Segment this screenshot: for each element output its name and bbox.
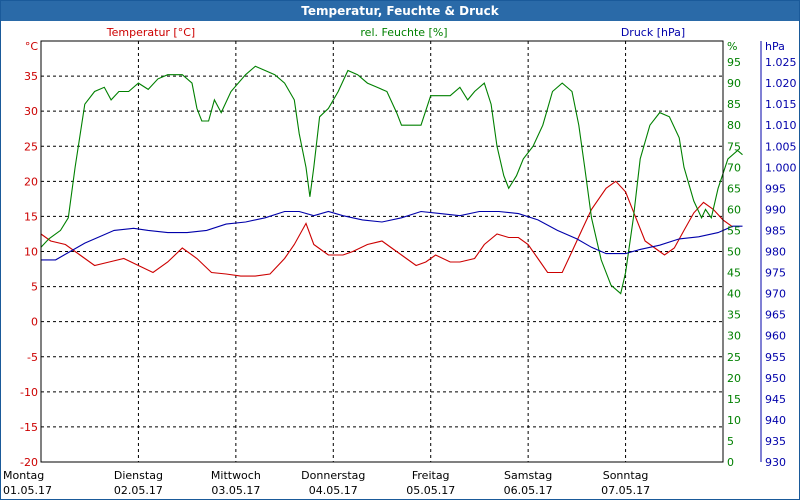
legend-temperature: Temperatur [°C] (106, 26, 195, 39)
pressure-tick-label: 995 (765, 182, 786, 195)
pressure-tick-label: 970 (765, 288, 786, 301)
humidity-tick-label: 0 (727, 456, 734, 469)
series-line-temp (40, 180, 734, 277)
temperature-tick-label: 25 (24, 140, 38, 153)
humidity-tick-label: 55 (727, 224, 741, 237)
humidity-tick-label: 90 (727, 77, 741, 90)
temperature-tick-label: 5 (31, 281, 38, 294)
x-day-label: Montag (3, 469, 44, 482)
temperature-tick-label: -15 (20, 421, 38, 434)
pressure-tick-label: 965 (765, 309, 786, 322)
pressure-tick-label: 930 (765, 456, 786, 469)
pressure-tick-label: 1.005 (765, 140, 797, 153)
pressure-tick-label: 955 (765, 351, 786, 364)
x-date-label: 02.05.17 (114, 484, 163, 497)
humidity-tick-label: 70 (727, 161, 741, 174)
humidity-tick-label: 35 (727, 309, 741, 322)
temperature-tick-label: -20 (20, 456, 38, 469)
humidity-tick-label: 30 (727, 330, 741, 343)
x-day-label: Dienstag (114, 469, 163, 482)
axes: 35302520151050-5-10-15-20959085807570656… (3, 41, 797, 497)
x-date-label: 03.05.17 (211, 484, 260, 497)
pressure-unit-label: hPa (765, 40, 785, 53)
humidity-tick-label: 50 (727, 246, 741, 259)
temperature-tick-label: 15 (24, 210, 38, 223)
pressure-tick-label: 945 (765, 393, 786, 406)
humidity-tick-label: 10 (727, 414, 741, 427)
x-day-label: Mittwoch (211, 469, 261, 482)
series-line-press (41, 210, 743, 261)
grid (41, 41, 723, 462)
temperature-tick-label: 10 (24, 246, 38, 259)
chart-area: 35302520151050-5-10-15-20959085807570656… (3, 26, 797, 497)
humidity-tick-label: 75 (727, 140, 741, 153)
temperature-tick-label: 20 (24, 175, 38, 188)
humidity-tick-label: 25 (727, 351, 741, 364)
humidity-tick-label: 45 (727, 267, 741, 280)
humidity-tick-label: 85 (727, 98, 741, 111)
temperature-tick-label: 30 (24, 105, 38, 118)
x-day-label: Sonntag (603, 469, 649, 482)
humidity-tick-label: 15 (727, 393, 741, 406)
humidity-tick-label: 65 (727, 182, 741, 195)
temperature-tick-label: -5 (27, 351, 38, 364)
pressure-tick-label: 990 (765, 203, 786, 216)
pressure-tick-label: 1.025 (765, 56, 797, 69)
humidity-unit-label: % (727, 40, 737, 53)
series-line-hum (40, 65, 743, 295)
series-lines (40, 65, 743, 295)
pressure-tick-label: 980 (765, 246, 786, 259)
humidity-tick-label: 40 (727, 288, 741, 301)
x-day-label: Donnerstag (301, 469, 365, 482)
legend-pressure: Druck [hPa] (621, 26, 685, 39)
temperature-unit-label: °C (25, 40, 39, 53)
x-date-label: 07.05.17 (601, 484, 650, 497)
temperature-tick-label: 35 (24, 70, 38, 83)
temperature-tick-label: -10 (20, 386, 38, 399)
plot-border (40, 40, 724, 463)
pressure-tick-label: 1.010 (765, 119, 797, 132)
pressure-tick-label: 975 (765, 267, 786, 280)
humidity-tick-label: 95 (727, 56, 741, 69)
x-day-label: Samstag (504, 469, 552, 482)
temperature-tick-label: 0 (31, 316, 38, 329)
pressure-tick-label: 935 (765, 435, 786, 448)
humidity-tick-label: 80 (727, 119, 741, 132)
humidity-tick-label: 60 (727, 203, 741, 216)
legend-humidity: rel. Feuchte [%] (360, 26, 447, 39)
pressure-tick-label: 950 (765, 372, 786, 385)
pressure-tick-label: 960 (765, 330, 786, 343)
x-date-label: 06.05.17 (504, 484, 553, 497)
x-date-label: 05.05.17 (406, 484, 455, 497)
window-title: Temperatur, Feuchte & Druck (1, 1, 799, 21)
humidity-tick-label: 5 (727, 435, 734, 448)
x-date-label: 01.05.17 (3, 484, 52, 497)
humidity-tick-label: 20 (727, 372, 741, 385)
pressure-tick-label: 940 (765, 414, 786, 427)
x-day-label: Freitag (412, 469, 450, 482)
pressure-tick-label: 985 (765, 224, 786, 237)
pressure-tick-label: 1.015 (765, 98, 797, 111)
pressure-tick-label: 1.020 (765, 77, 797, 90)
x-date-label: 04.05.17 (309, 484, 358, 497)
pressure-tick-label: 1.000 (765, 161, 797, 174)
